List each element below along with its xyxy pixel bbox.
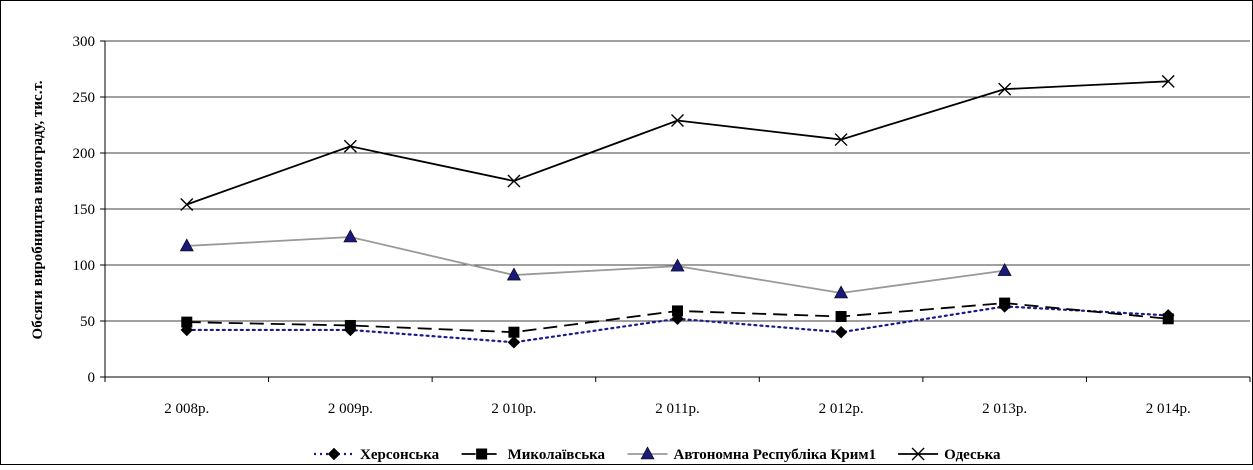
series-1 bbox=[181, 297, 1174, 338]
legend-label: Миколаївська bbox=[508, 447, 606, 463]
y-axis-label: Обсяги виробництва винограду, тис.т. bbox=[30, 80, 46, 339]
series-line bbox=[186, 236, 1005, 294]
data-point bbox=[507, 174, 521, 188]
series-3 bbox=[180, 74, 1175, 212]
x-tick-label: 2 010р. bbox=[491, 401, 536, 417]
legend-item: Автономна Республіка Крим1 bbox=[627, 446, 877, 463]
legend-label: Автономна Республіка Крим1 bbox=[674, 447, 877, 463]
data-point bbox=[507, 335, 521, 349]
data-point bbox=[1162, 313, 1174, 325]
legend-item: Миколаївська bbox=[461, 447, 606, 463]
data-point bbox=[997, 262, 1012, 276]
y-tick-label: 200 bbox=[73, 146, 96, 162]
series-group bbox=[179, 74, 1175, 349]
y-tick-label: 300 bbox=[73, 34, 96, 50]
data-point bbox=[1161, 74, 1175, 88]
data-point bbox=[998, 82, 1012, 96]
legend-item: Одеська bbox=[898, 447, 1001, 463]
data-point bbox=[343, 139, 357, 153]
data-point bbox=[180, 198, 194, 212]
x-tick-label: 2 008р. bbox=[164, 401, 209, 417]
data-point bbox=[179, 238, 194, 252]
data-point bbox=[834, 133, 848, 147]
y-tick-label: 0 bbox=[88, 370, 96, 386]
data-point bbox=[343, 229, 358, 243]
data-point bbox=[508, 326, 520, 338]
data-point bbox=[834, 285, 849, 299]
data-point bbox=[671, 114, 684, 128]
data-point bbox=[670, 258, 685, 272]
legend: Херсонська Миколаївська Автономна Республі… bbox=[313, 446, 1001, 463]
series-2 bbox=[179, 229, 1012, 299]
axes: 0 50 100 150 200 250 300 2 008р. 2 009р. 2 010р. 2… bbox=[73, 34, 1251, 417]
data-point bbox=[181, 316, 193, 328]
y-tick-label: 50 bbox=[80, 314, 95, 330]
legend-marker bbox=[476, 448, 488, 460]
legend-label: Одеська bbox=[944, 447, 1001, 463]
x-tick-label: 2 012р. bbox=[819, 401, 864, 417]
legend-item: Херсонська bbox=[313, 447, 440, 463]
x-tick-label: 2 013р. bbox=[982, 401, 1027, 417]
data-point bbox=[999, 297, 1011, 309]
data-point bbox=[344, 319, 356, 331]
x-tick-label: 2 014р. bbox=[1146, 401, 1191, 417]
y-tick-label: 150 bbox=[73, 202, 96, 218]
legend-marker bbox=[327, 447, 341, 461]
data-point bbox=[672, 305, 683, 317]
data-point bbox=[506, 267, 521, 281]
y-tick-label: 100 bbox=[73, 258, 96, 274]
data-point bbox=[835, 311, 847, 323]
gridlines bbox=[105, 40, 1250, 322]
x-tick-label: 2 011р. bbox=[655, 401, 699, 417]
y-tick-label: 250 bbox=[73, 90, 96, 106]
legend-label: Херсонська bbox=[360, 447, 440, 463]
data-point bbox=[834, 325, 848, 339]
legend-marker bbox=[640, 446, 655, 460]
x-tick-label: 2 009р. bbox=[328, 401, 373, 417]
legend-marker bbox=[911, 447, 925, 461]
